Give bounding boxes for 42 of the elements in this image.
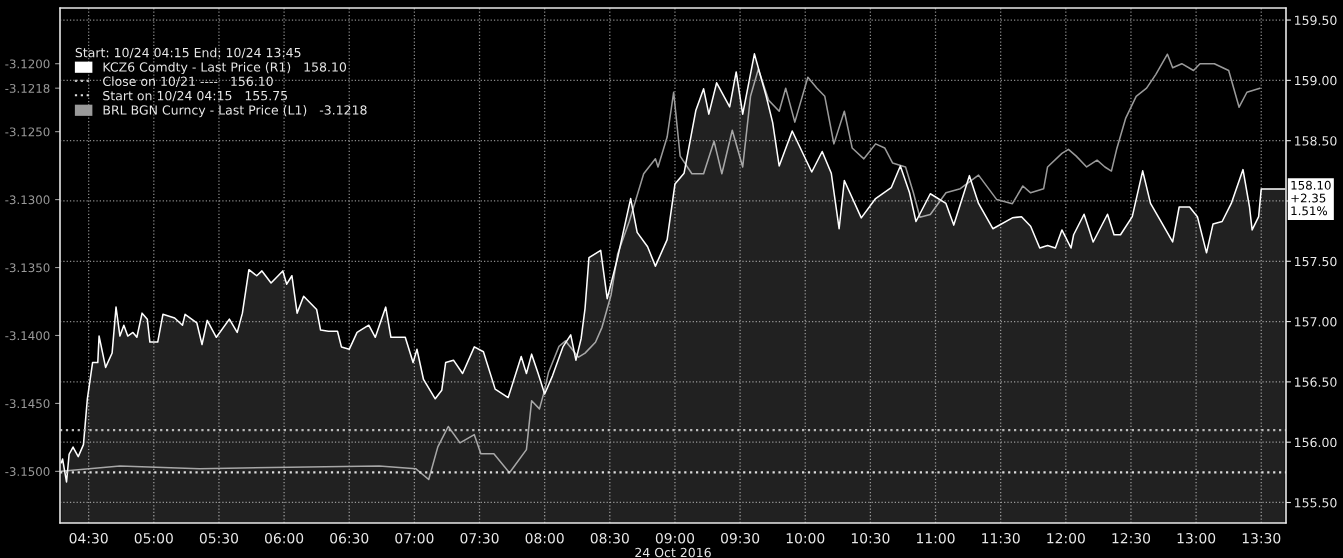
y-tick-label: -3.1400 — [5, 331, 50, 341]
x-tick-label: 08:30 — [590, 532, 629, 544]
x-tick-label: 09:00 — [655, 532, 695, 544]
x-tick-label: 13:30 — [1242, 532, 1281, 544]
legend-label: KCZ6 Comdty - Last Price (R1) 158.10 — [103, 62, 347, 75]
x-tick-label: 04:30 — [69, 532, 108, 544]
x-tick-label: 10:00 — [786, 532, 825, 544]
legend-title: Start: 10/24 04:15 End: 10/24 13:45 — [75, 47, 301, 59]
y2-tick-label: 159.50 — [1295, 15, 1337, 25]
text: 158.10 +2.35 1.51% — [1291, 180, 1331, 216]
y-tick-label: -3.1300 — [5, 195, 50, 205]
y2-tick-label: 157.50 — [1295, 256, 1337, 267]
legend-label: Start on 10/24 04:15 155.75 — [103, 90, 288, 102]
y2-tick-label: 159.00 — [1295, 75, 1337, 86]
legend-label: Close on 10/21 ---- 156.10 — [103, 76, 273, 88]
x-tick-label: 07:30 — [460, 532, 499, 544]
x-tick-label: 06:30 — [330, 532, 369, 544]
x-tick-label: 08:00 — [525, 532, 564, 544]
y-tick-label: -3.1350 — [5, 263, 50, 273]
x-axis-title: 24 Oct 2016 — [635, 547, 711, 558]
x-tick-label: 13:00 — [1177, 532, 1216, 544]
y-tick-label: -3.1500 — [5, 467, 50, 477]
x-tick-label: 12:00 — [1047, 532, 1085, 544]
y-tick-label: -3.1200 — [5, 59, 50, 69]
y2-tick-label: 156.50 — [1295, 377, 1337, 387]
x-tick-label: 05:00 — [134, 532, 173, 544]
x-tick-label: 11:30 — [982, 532, 1020, 544]
x-tick-label: 06:00 — [265, 532, 304, 544]
y-tick-label: -3.1218 — [5, 83, 50, 93]
y2-tick-label: 158.50 — [1295, 136, 1337, 146]
x-tick-label: 11:00 — [917, 532, 955, 544]
x-tick-label: 12:30 — [1112, 532, 1151, 544]
y2-tick-label: 156.00 — [1295, 437, 1337, 448]
x-tick-label: 09:30 — [721, 532, 760, 544]
y2-tick-label: 157.00 — [1295, 317, 1337, 327]
y-tick-label: -3.1450 — [5, 399, 50, 409]
y2-tick-label: 155.50 — [1295, 497, 1337, 508]
x-tick-label: 07:00 — [395, 532, 434, 544]
x-tick-label: 10:30 — [851, 532, 890, 544]
x-tick-label: 05:30 — [199, 532, 239, 544]
y-tick-label: -3.1250 — [5, 127, 50, 137]
legend-label: BRL BGN Curncy - Last Price (L1) -3.1218 — [103, 105, 367, 118]
